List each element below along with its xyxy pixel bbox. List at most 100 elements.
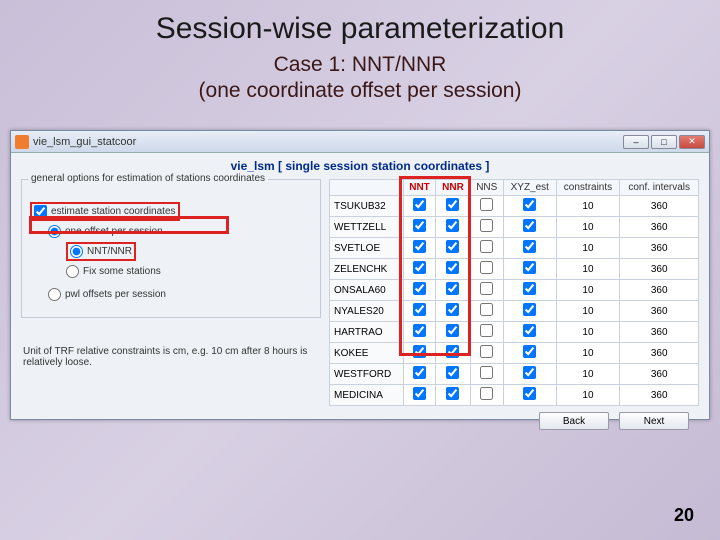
cell-xyz	[503, 364, 556, 385]
table-row: MEDICINA 10360	[330, 385, 699, 406]
xyz-checkbox[interactable]	[523, 240, 536, 253]
cell-nnt	[403, 385, 436, 406]
table-header-row: NNT NNR NNS XYZ_est constraints conf. in…	[330, 180, 699, 196]
station-table-panel: NNT NNR NNS XYZ_est constraints conf. in…	[329, 179, 699, 430]
minimize-button[interactable]: –	[623, 135, 649, 149]
pwl-radio[interactable]	[48, 288, 61, 301]
nns-checkbox[interactable]	[480, 387, 493, 400]
cell-xyz	[503, 238, 556, 259]
xyz-checkbox[interactable]	[523, 345, 536, 358]
cell-nns	[470, 238, 503, 259]
app-window: vie_lsm_gui_statcoor – □ ✕ vie_lsm [ sin…	[10, 130, 710, 420]
table-row: HARTRAO10360	[330, 322, 699, 343]
cell-name: NYALES20	[330, 301, 404, 322]
xyz-checkbox[interactable]	[523, 366, 536, 379]
xyz-checkbox[interactable]	[523, 387, 536, 400]
cell-nns	[470, 385, 503, 406]
cell-name: KOKEE	[330, 343, 404, 364]
nns-checkbox[interactable]	[480, 345, 493, 358]
table-row: WESTFORD10360	[330, 364, 699, 385]
cell-constr: 10	[556, 322, 620, 343]
station-table: NNT NNR NNS XYZ_est constraints conf. in…	[329, 179, 699, 406]
col-xyz: XYZ_est	[503, 180, 556, 196]
cell-name: ONSALA60	[330, 280, 404, 301]
close-button[interactable]: ✕	[679, 135, 705, 149]
table-row: ZELENCHK 10360	[330, 259, 699, 280]
subtitle-line2: (one coordinate offset per session)	[199, 79, 522, 102]
nns-checkbox[interactable]	[480, 366, 493, 379]
cell-conf: 360	[620, 196, 699, 217]
xyz-checkbox[interactable]	[523, 261, 536, 274]
table-row: TSUKUB3210360	[330, 196, 699, 217]
cell-xyz	[503, 280, 556, 301]
back-button[interactable]: Back	[539, 412, 609, 430]
nns-checkbox[interactable]	[480, 240, 493, 253]
cell-nns	[470, 322, 503, 343]
cell-conf: 360	[620, 217, 699, 238]
col-constr: constraints	[556, 180, 620, 196]
xyz-checkbox[interactable]	[523, 198, 536, 211]
cell-constr: 10	[556, 343, 620, 364]
titlebar: vie_lsm_gui_statcoor – □ ✕	[11, 131, 709, 153]
nns-checkbox[interactable]	[480, 219, 493, 232]
cell-conf: 360	[620, 301, 699, 322]
nnr-checkbox[interactable]	[446, 366, 459, 379]
window-buttons: – □ ✕	[623, 135, 705, 149]
cell-nns	[470, 301, 503, 322]
maximize-button[interactable]: □	[651, 135, 677, 149]
nnr-checkbox[interactable]	[446, 387, 459, 400]
cell-conf: 360	[620, 259, 699, 280]
xyz-checkbox[interactable]	[523, 324, 536, 337]
nntnnr-radio[interactable]	[70, 245, 83, 258]
nnt-checkbox[interactable]	[413, 387, 426, 400]
nns-checkbox[interactable]	[480, 261, 493, 274]
cell-name: MEDICINA	[330, 385, 404, 406]
cell-nns	[470, 259, 503, 280]
slide-title: Session-wise parameterization	[0, 0, 720, 46]
app-icon	[15, 135, 29, 149]
cell-name: ZELENCHK	[330, 259, 404, 280]
xyz-checkbox[interactable]	[523, 282, 536, 295]
cell-constr: 10	[556, 364, 620, 385]
cell-xyz	[503, 217, 556, 238]
cell-conf: 360	[620, 343, 699, 364]
cell-name: TSUKUB32	[330, 196, 404, 217]
window-title: vie_lsm_gui_statcoor	[33, 136, 619, 148]
cell-constr: 10	[556, 385, 620, 406]
xyz-checkbox[interactable]	[523, 303, 536, 316]
slide-subtitle: Case 1: NNT/NNR (one coordinate offset p…	[0, 52, 720, 105]
nns-checkbox[interactable]	[480, 303, 493, 316]
cell-conf: 360	[620, 385, 699, 406]
fix-radio[interactable]	[66, 265, 79, 278]
cell-xyz	[503, 196, 556, 217]
cell-conf: 360	[620, 322, 699, 343]
table-row: NYALES20 10360	[330, 301, 699, 322]
nns-checkbox[interactable]	[480, 282, 493, 295]
options-groupbox: general options for estimation of statio…	[21, 179, 321, 318]
page-number: 20	[674, 505, 694, 526]
cell-nns	[470, 217, 503, 238]
cell-conf: 360	[620, 238, 699, 259]
cell-conf: 360	[620, 280, 699, 301]
cell-nns	[470, 196, 503, 217]
highlight-nntnnr: NNT/NNR	[66, 242, 136, 261]
cell-nns	[470, 343, 503, 364]
cell-constr: 10	[556, 301, 620, 322]
cell-name: SVETLOE	[330, 238, 404, 259]
nntnnr-label: NNT/NNR	[87, 246, 132, 257]
cell-xyz	[503, 322, 556, 343]
fix-label: Fix some stations	[83, 266, 161, 277]
subtitle-line1: Case 1: NNT/NNR	[274, 53, 447, 76]
cell-nnt	[403, 364, 436, 385]
nns-checkbox[interactable]	[480, 198, 493, 211]
table-row: SVETLOE10360	[330, 238, 699, 259]
nns-checkbox[interactable]	[480, 324, 493, 337]
table-row: KOKEE 10360	[330, 343, 699, 364]
xyz-checkbox[interactable]	[523, 219, 536, 232]
next-button[interactable]: Next	[619, 412, 689, 430]
nnt-checkbox[interactable]	[413, 366, 426, 379]
highlight-one-offset	[29, 216, 229, 234]
groupbox-legend: general options for estimation of statio…	[28, 173, 268, 184]
cell-constr: 10	[556, 259, 620, 280]
pwl-label: pwl offsets per session	[65, 289, 166, 300]
